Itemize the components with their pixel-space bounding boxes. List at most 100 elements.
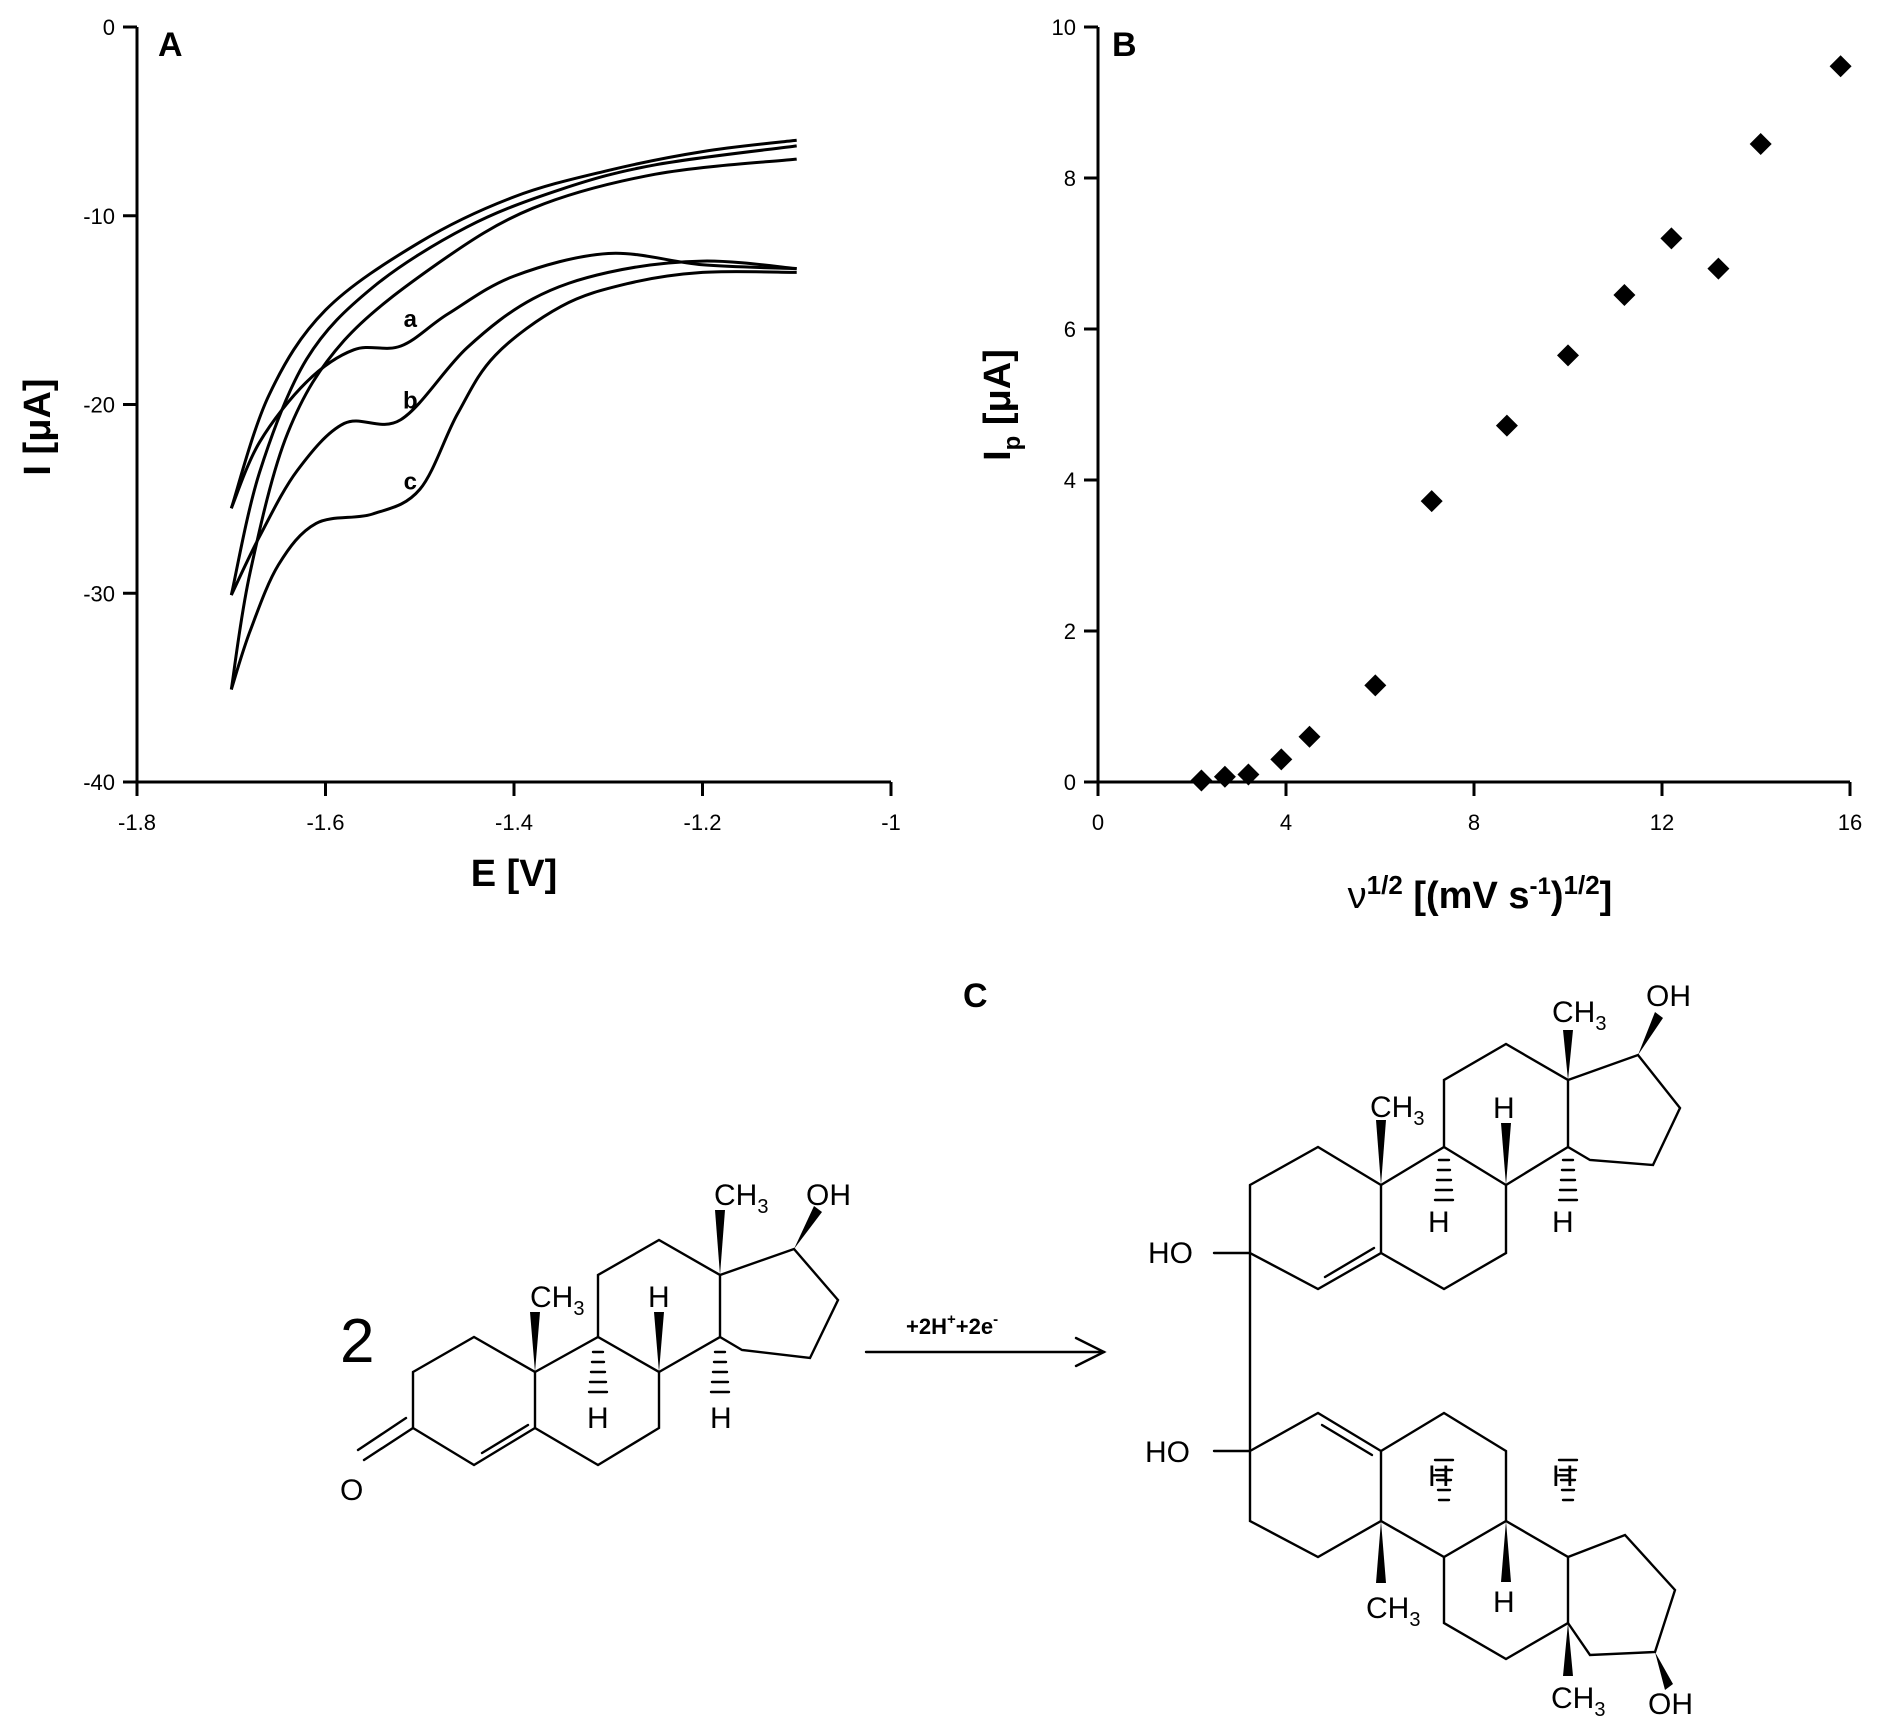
panel-label-c: C bbox=[963, 977, 988, 1015]
scatter-point bbox=[1190, 769, 1213, 792]
methyl-wedge-19 bbox=[530, 1312, 540, 1372]
wedge-lower-19 bbox=[1376, 1521, 1386, 1583]
scatter-point bbox=[1298, 725, 1321, 748]
hash-upper-9 bbox=[1433, 1158, 1455, 1202]
scatter-point bbox=[1420, 490, 1443, 513]
panel-b-points bbox=[1190, 55, 1852, 792]
h-label-9: H bbox=[587, 1402, 609, 1435]
h-label-lower-14: H bbox=[1552, 1460, 1574, 1493]
panel-a-curve-labels: a b c bbox=[403, 306, 418, 495]
hydroxyl-label-upper-17: OH bbox=[1646, 980, 1691, 1013]
hydroxyl-label-upper-3: HO bbox=[1148, 1237, 1193, 1270]
methyl-label-upper-19: CH3 bbox=[1370, 1091, 1424, 1130]
x-tick-label-a: -1.4 bbox=[495, 810, 533, 835]
reaction-arrow bbox=[864, 1336, 1107, 1368]
y-tick-label-b: 4 bbox=[1064, 468, 1076, 493]
x-axis-label-a: E [V] bbox=[471, 853, 558, 895]
scatter-point bbox=[1829, 55, 1852, 78]
curve-label-a: a bbox=[404, 306, 418, 333]
x-tick-label-a: -1.6 bbox=[307, 810, 345, 835]
curve-label-b: b bbox=[403, 387, 418, 414]
panel-label-a: A bbox=[158, 26, 183, 64]
wedge-lower-17 bbox=[1655, 1652, 1673, 1690]
y-tick-label-a: -10 bbox=[83, 204, 115, 229]
wedge-upper-18 bbox=[1563, 1030, 1573, 1080]
methyl-label-lower-18: CH3 bbox=[1551, 1682, 1605, 1721]
y-axis-label-b: Ip [μA] bbox=[977, 349, 1026, 461]
h-label-upper-14: H bbox=[1552, 1206, 1574, 1239]
scatter-point bbox=[1364, 674, 1387, 697]
wedge-upper-17 bbox=[1638, 1012, 1663, 1055]
hydroxyl-wedge-17 bbox=[794, 1206, 822, 1249]
h-label-lower-8: H bbox=[1493, 1586, 1515, 1619]
h-label-upper-9: H bbox=[1428, 1206, 1450, 1239]
cv-curve-b-forward bbox=[229, 259, 797, 596]
scatter-point bbox=[1213, 765, 1236, 788]
methyl-label-upper-18: CH3 bbox=[1552, 996, 1606, 1035]
reaction-arrow-label: +2H++2e- bbox=[906, 1311, 998, 1339]
testosterone-structure: O CH3 CH3 OH H H H bbox=[340, 1179, 851, 1507]
y-tick-label-a: -30 bbox=[83, 581, 115, 606]
x-tick-label-b: 8 bbox=[1468, 810, 1480, 835]
hash-lower-9 bbox=[1433, 1458, 1455, 1502]
cv-curve-b-reverse bbox=[229, 144, 797, 596]
x-tick-label-b: 16 bbox=[1838, 810, 1862, 835]
y-tick-label-b: 0 bbox=[1064, 770, 1076, 795]
scatter-point bbox=[1270, 748, 1293, 771]
h-label-14: H bbox=[710, 1402, 732, 1435]
cv-curve-a-forward bbox=[229, 251, 797, 509]
methyl-label-lower-19: CH3 bbox=[1366, 1592, 1420, 1631]
curve-label-c: c bbox=[404, 468, 417, 495]
h-wedge-8 bbox=[654, 1312, 664, 1372]
scatter-point bbox=[1237, 763, 1260, 786]
h-hash-14 bbox=[709, 1350, 731, 1394]
y-tick-label-a: -40 bbox=[83, 770, 115, 795]
scatter-point bbox=[1613, 284, 1636, 307]
panel-a-ticks: -1.8 -1.6 -1.4 -1.2 -10-10-20-30-40 bbox=[83, 15, 901, 835]
y-tick-label-b: 8 bbox=[1064, 166, 1076, 191]
wedge-upper-8 bbox=[1501, 1123, 1511, 1185]
scatter-point bbox=[1495, 414, 1518, 437]
methyl-label-18: CH3 bbox=[714, 1179, 768, 1218]
wedge-lower-18 bbox=[1563, 1623, 1573, 1676]
methyl-label-19: CH3 bbox=[530, 1281, 584, 1320]
x-tick-label-a: -1 bbox=[881, 810, 901, 835]
oxygen-label: O bbox=[340, 1474, 363, 1507]
h-label-upper-8: H bbox=[1493, 1092, 1515, 1125]
x-tick-label-a: -1.8 bbox=[118, 810, 156, 835]
reaction-scheme: C 2 +2H++2e- bbox=[340, 977, 1693, 1721]
methyl-wedge-18 bbox=[715, 1210, 725, 1275]
panel-label-b: B bbox=[1112, 26, 1137, 64]
x-tick-label-b: 0 bbox=[1092, 810, 1104, 835]
wedge-upper-19 bbox=[1376, 1120, 1386, 1185]
dimer-upper-unit: HO CH3 CH3 OH H H H bbox=[1148, 980, 1691, 1291]
cv-curve-a-reverse bbox=[229, 138, 797, 509]
scatter-point bbox=[1660, 227, 1683, 250]
y-axis-label-a: I [μA] bbox=[17, 378, 59, 475]
cv-curve-c-forward bbox=[229, 270, 797, 690]
x-tick-label-b: 12 bbox=[1650, 810, 1674, 835]
y-tick-label-b: 10 bbox=[1052, 15, 1076, 40]
panel-a-curves bbox=[229, 138, 797, 690]
x-axis-label-b: ν1/2 [(mV s-1)1/2] bbox=[1348, 870, 1613, 917]
chart-panel-b: B 0 4 8 12 16 0 2 4 6 8 10 ν1/2 [(mV s-1)1/2] Ip [… bbox=[977, 15, 1862, 917]
chart-panel-a: A -1.8 -1.6 -1.4 -1.2 -10-10-20-30-40 abc E … bbox=[17, 15, 901, 895]
hydroxyl-label-lower-3: HO bbox=[1145, 1436, 1190, 1469]
h-label-8: H bbox=[648, 1281, 670, 1314]
compound-number: 2 bbox=[340, 1307, 374, 1376]
hash-upper-14 bbox=[1557, 1158, 1579, 1202]
hydroxyl-label-lower-17: OH bbox=[1648, 1688, 1693, 1721]
h-label-lower-9: H bbox=[1428, 1460, 1450, 1493]
x-tick-label-a: -1.2 bbox=[684, 810, 722, 835]
x-tick-label-b: 4 bbox=[1280, 810, 1292, 835]
scatter-point bbox=[1749, 133, 1772, 156]
scatter-point bbox=[1707, 257, 1730, 280]
panel-b-ticks: 0 4 8 12 16 0 2 4 6 8 10 bbox=[1052, 15, 1863, 835]
y-tick-label-b: 2 bbox=[1064, 619, 1076, 644]
hash-lower-14 bbox=[1557, 1458, 1579, 1502]
y-tick-label-b: 6 bbox=[1064, 317, 1076, 342]
wedge-lower-8 bbox=[1501, 1521, 1511, 1582]
hydroxyl-label-17: OH bbox=[806, 1179, 851, 1212]
dimer-lower-unit: HO CH3 CH3 OH H H H bbox=[1145, 1411, 1693, 1721]
